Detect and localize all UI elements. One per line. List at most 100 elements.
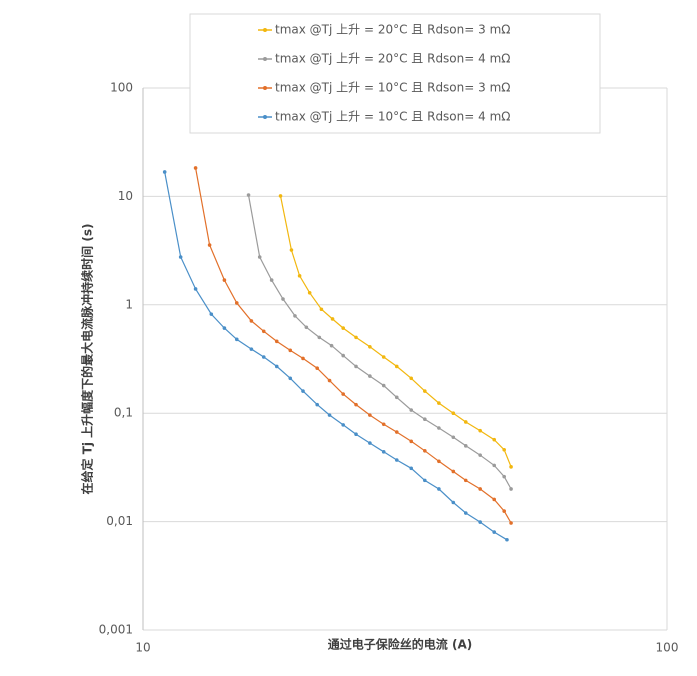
data-point	[463, 511, 468, 515]
data-point	[394, 430, 399, 434]
legend-label: tmax @Tj 上升 = 10°C 且 Rdson= 3 mΩ	[275, 81, 510, 95]
legend-marker	[263, 57, 267, 61]
data-point	[234, 337, 239, 342]
data-point	[423, 478, 427, 483]
legend-marker	[263, 28, 267, 32]
y-axis-label: 在给定 Tj 上升幅度下的最大电流脉冲持续时间 (s)	[80, 224, 95, 495]
data-point	[193, 166, 198, 170]
data-point	[162, 170, 167, 174]
data-point	[288, 376, 293, 381]
data-point	[451, 411, 456, 416]
legend-label: tmax @Tj 上升 = 20°C 且 Rdson= 4 mΩ	[275, 52, 510, 66]
series-line	[247, 194, 512, 490]
legend-box	[189, 13, 601, 134]
data-point	[368, 441, 372, 445]
data-point	[257, 255, 262, 259]
data-point	[301, 389, 305, 393]
y-tick-label: 0,1	[114, 406, 133, 420]
data-point	[315, 366, 319, 371]
data-point	[341, 326, 345, 330]
data-point	[463, 444, 468, 448]
data-point	[502, 447, 506, 452]
data-point	[451, 500, 456, 505]
legend-marker	[263, 86, 267, 90]
data-point	[492, 497, 497, 502]
data-point	[297, 274, 302, 278]
legend: tmax @Tj 上升 = 20°C 且 Rdson= 3 mΩ tmax @Tj…	[189, 13, 601, 134]
data-point	[341, 392, 345, 396]
data-point	[451, 435, 456, 440]
data-point	[327, 378, 332, 383]
data-point	[234, 301, 239, 305]
data-point	[478, 487, 482, 491]
data-point	[437, 459, 441, 464]
series-line	[164, 171, 508, 541]
data-point	[505, 537, 509, 542]
x-axis-label: 通过电子保险丝的电流 (A)	[328, 637, 472, 652]
data-point	[319, 307, 324, 312]
y-tick-label: 10	[118, 189, 133, 203]
x-tick-label: 10	[135, 641, 150, 655]
data-point	[368, 413, 372, 417]
data-point	[437, 401, 441, 405]
data-point	[207, 243, 212, 247]
data-point	[492, 530, 497, 534]
data-point	[289, 248, 294, 252]
data-point	[409, 376, 414, 381]
legend-marker	[263, 115, 267, 119]
data-point	[463, 420, 468, 424]
data-point	[409, 408, 414, 412]
data-point	[394, 364, 399, 369]
data-point	[409, 466, 414, 471]
data-point	[249, 347, 254, 351]
data-point	[301, 356, 305, 361]
series-line	[195, 167, 512, 524]
data-point	[394, 458, 399, 462]
data-point	[330, 317, 335, 321]
data-point	[222, 326, 227, 330]
data-point	[317, 335, 322, 340]
data-point	[249, 319, 254, 323]
data-point	[423, 448, 427, 453]
data-point	[423, 389, 427, 393]
data-point	[261, 329, 266, 334]
legend-label: tmax @Tj 上升 = 10°C 且 Rdson= 4 mΩ	[275, 110, 510, 124]
data-point	[368, 344, 372, 349]
data-point	[193, 287, 198, 291]
data-point	[246, 193, 251, 197]
data-point	[354, 402, 358, 407]
data-point	[341, 423, 345, 427]
data-point	[451, 469, 456, 474]
data-point	[381, 355, 386, 359]
data-point	[274, 364, 279, 369]
y-tick-label: 0,001	[99, 623, 133, 637]
data-point	[509, 465, 513, 469]
grid	[142, 87, 668, 631]
data-point	[261, 355, 266, 359]
data-point	[478, 453, 482, 457]
data-point	[341, 353, 345, 358]
data-point	[327, 413, 332, 417]
data-point	[381, 450, 386, 454]
data-point	[394, 395, 399, 400]
data-point	[222, 278, 227, 282]
data-point	[269, 278, 274, 282]
data-point	[354, 335, 358, 340]
data-point	[278, 194, 283, 198]
data-point	[354, 432, 358, 437]
y-tick-label: 1	[125, 297, 133, 311]
data-point	[354, 364, 358, 369]
data-point	[304, 325, 309, 330]
data-point	[281, 297, 285, 301]
data-point	[293, 314, 297, 318]
data-point	[381, 422, 386, 427]
data-point	[478, 520, 482, 524]
data-point	[307, 291, 312, 295]
data-point	[492, 463, 497, 468]
data-point	[437, 426, 441, 430]
data-point	[509, 487, 513, 491]
y-tick-label: 100	[110, 81, 133, 95]
data-point	[509, 521, 513, 525]
data-point	[315, 402, 319, 407]
y-tick-label: 0,01	[106, 514, 133, 528]
